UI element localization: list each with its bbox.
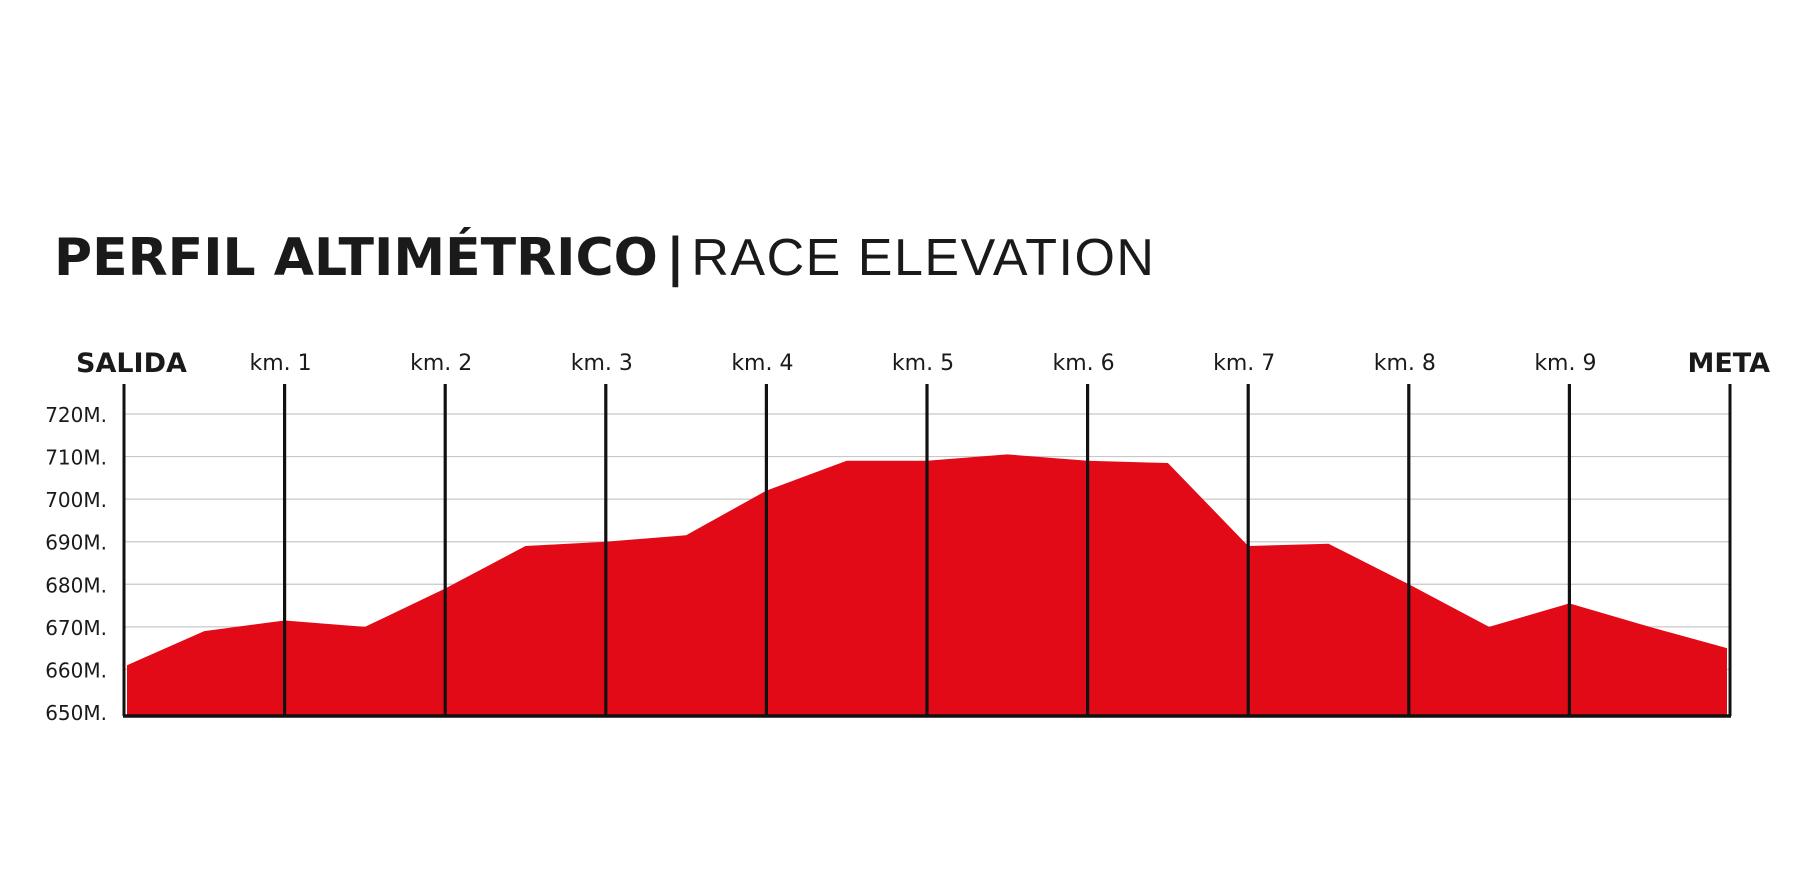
km-label: km. 2 <box>410 351 472 376</box>
y-tick-label: 660M. <box>45 658 107 682</box>
km-label: km. 3 <box>571 351 633 376</box>
start-label: SALIDA <box>76 348 187 379</box>
km-label: km. 8 <box>1374 351 1436 376</box>
axis-labels: 650M. 660M. 670M. 680M. 690M. 700M. 710M. 720M.… <box>45 348 1770 725</box>
y-tick-label: 690M. <box>45 531 107 555</box>
y-tick-label: 720M. <box>45 403 107 427</box>
km-label: km. 5 <box>892 351 954 376</box>
y-tick-label: 650M. <box>45 701 107 725</box>
km-label: km. 7 <box>1213 351 1275 376</box>
km-label: km. 9 <box>1534 351 1596 376</box>
y-tick-label: 700M. <box>45 488 107 512</box>
km-markers <box>122 384 1732 716</box>
y-tick-label: 680M. <box>45 573 107 597</box>
km-label: km. 4 <box>731 351 793 376</box>
chart-title-bold: PERFIL ALTIMÉTRICO <box>54 228 658 288</box>
km-label: km. 6 <box>1053 351 1115 376</box>
finish-label: META <box>1687 348 1770 379</box>
km-label: km. 1 <box>250 351 312 376</box>
chart-title-separator: | <box>665 228 686 288</box>
y-tick-label: 710M. <box>45 446 107 470</box>
chart-title: PERFIL ALTIMÉTRICO | RACE ELEVATION <box>54 224 1155 292</box>
y-tick-label: 670M. <box>45 616 107 640</box>
chart-title-subtitle: RACE ELEVATION <box>691 229 1156 287</box>
